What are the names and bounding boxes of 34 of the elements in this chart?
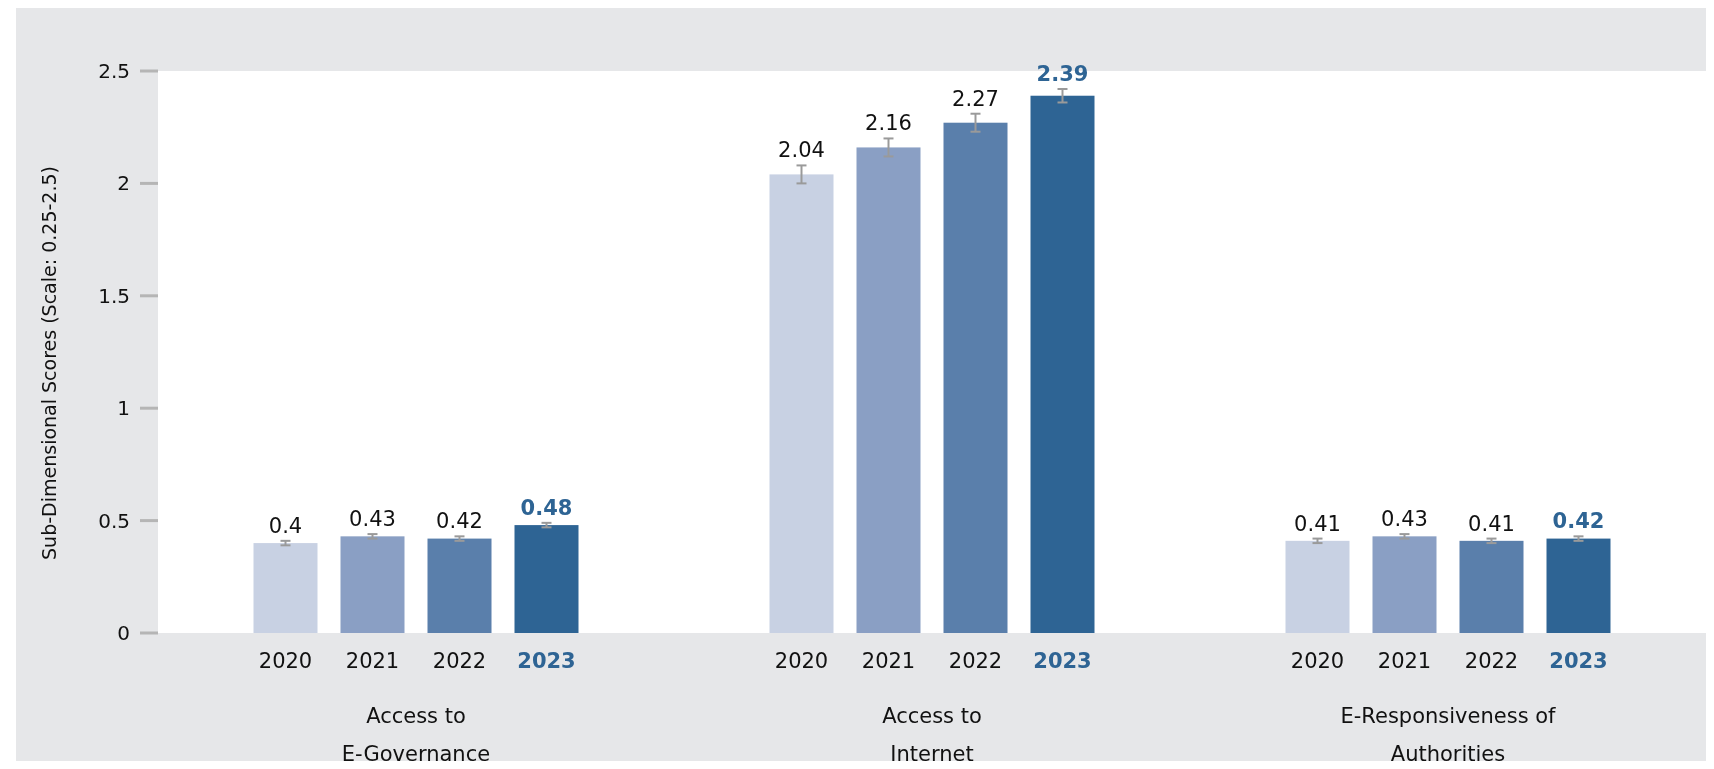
data-label: 0.42 — [1552, 509, 1605, 534]
data-label: 0.42 — [436, 509, 483, 534]
y-tick-label: 1.5 — [98, 283, 130, 308]
data-label: 2.04 — [778, 138, 825, 163]
data-label: 2.27 — [952, 86, 999, 111]
x-tick-label: E-Responsiveness of Authorities — [1340, 704, 1557, 766]
y-tick-label: 0.5 — [98, 508, 130, 533]
data-label: 0.41 — [1294, 511, 1341, 536]
text: 2020 — [1290, 649, 1345, 673]
x-tick-label: Access to Internet — [882, 704, 982, 766]
text: 2022 — [948, 649, 1003, 673]
y-tick-label: 2 — [117, 171, 130, 196]
data-label: 0.48 — [520, 495, 573, 520]
data-label: 0.43 — [349, 507, 396, 532]
series-label: 2020 — [258, 649, 313, 673]
series-label: 2022 — [432, 649, 487, 673]
y-tick-label: 1 — [117, 396, 130, 421]
y-tick-label: 2.5 — [98, 59, 130, 83]
text: 2022 — [1464, 649, 1519, 673]
data-label: 2.39 — [1036, 61, 1089, 86]
series-label: 2023 — [517, 649, 576, 673]
text: 2021 — [861, 649, 916, 673]
data-label: 0.43 — [1381, 507, 1428, 532]
text: 2021 — [1377, 649, 1432, 673]
text: 2020 — [774, 649, 829, 673]
data-label: 0.4 — [268, 513, 303, 538]
y-axis-title: Sub-Dimensional Scores (Scale: 0.25-2.5) — [38, 166, 60, 560]
data-label: 0.41 — [1468, 511, 1515, 536]
x-tick-label: Access to E-Governance — [341, 704, 491, 766]
y-tick-label: 0 — [117, 621, 130, 645]
text: 2023 — [1549, 649, 1608, 673]
text: 2023 — [1033, 649, 1092, 673]
data-label: 2.16 — [865, 111, 912, 136]
series-label: 2021 — [345, 649, 400, 673]
